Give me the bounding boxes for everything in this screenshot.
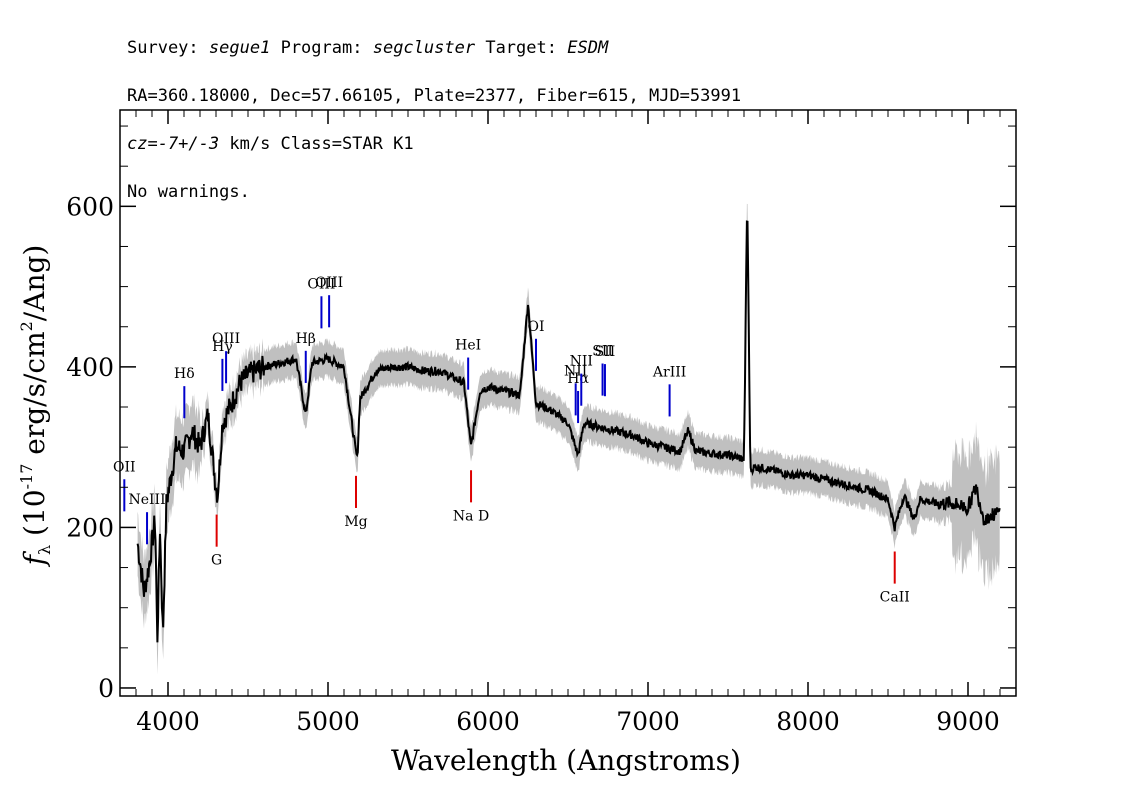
emission-label: OI — [527, 319, 544, 335]
x-tick-label: 7000 — [616, 707, 680, 736]
emission-label: SII — [595, 344, 616, 360]
redshift-value: cz=-7+/-3 — [127, 134, 220, 154]
emission-label: Hγ — [212, 339, 233, 355]
emission-label: Hβ — [296, 331, 316, 347]
y-tick-label: 400 — [66, 353, 114, 382]
target-label: Target: — [485, 38, 557, 58]
x-tick-label: 9000 — [936, 707, 1000, 736]
axis-ticks: 4000 5000 6000 7000 8000 9000 0 200 400 600 — [66, 110, 1017, 736]
emission-label: SII — [592, 344, 613, 360]
y-tick-label: 600 — [66, 192, 114, 221]
emission-label: Hδ — [174, 366, 195, 382]
absorption-label: Na D — [453, 508, 489, 524]
header-line-class: cz=-7+/-3 km/s Class=STAR K1 — [127, 132, 741, 156]
x-axis-label: Wavelength (Angstroms) — [391, 744, 741, 777]
emission-label: OII — [113, 459, 136, 475]
x-tick-label: 4000 — [136, 707, 200, 736]
x-tick-label: 8000 — [776, 707, 840, 736]
emission-label: NeIII — [128, 492, 165, 508]
emission-label: NII — [570, 354, 593, 370]
absorption-label: Mg — [344, 514, 367, 530]
absorption-label: CaII — [880, 590, 910, 606]
survey-value: segue1 — [208, 38, 271, 58]
header-line-survey: Survey: segue1 Program: segcluster Targe… — [127, 36, 741, 60]
absorption-label: G — [211, 553, 222, 569]
x-tick-label: 5000 — [296, 707, 360, 736]
target-value: ESDM — [567, 38, 609, 58]
emission-label: OIII — [212, 331, 240, 347]
spectrum-line — [136, 220, 1001, 643]
program-value: segcluster — [372, 38, 476, 58]
x-tick-label: 6000 — [456, 707, 520, 736]
emission-label: HeI — [455, 338, 481, 354]
y-tick-label: 0 — [98, 674, 114, 703]
error-band — [137, 203, 1000, 675]
emission-label: Hα — [567, 371, 589, 387]
header-line-coordinates: RA=360.18000, Dec=57.66105, Plate=2377, … — [127, 86, 742, 106]
class-value: km/s Class=STAR K1 — [219, 134, 414, 154]
survey-label: Survey: — [127, 38, 199, 58]
header-line-warnings: No warnings. — [127, 182, 250, 202]
spectrum-header: Survey: segue1 Program: segcluster Targe… — [127, 12, 741, 228]
program-label: Program: — [280, 38, 363, 58]
y-axis-label: fλ (10-17 erg/s/cm2/Ang) — [17, 245, 54, 568]
emission-label: OIII — [307, 276, 335, 292]
plot-frame — [119, 109, 1017, 697]
emission-label: OIII — [315, 275, 343, 291]
emission-label: ArIII — [652, 364, 686, 380]
y-tick-label: 200 — [66, 513, 114, 542]
